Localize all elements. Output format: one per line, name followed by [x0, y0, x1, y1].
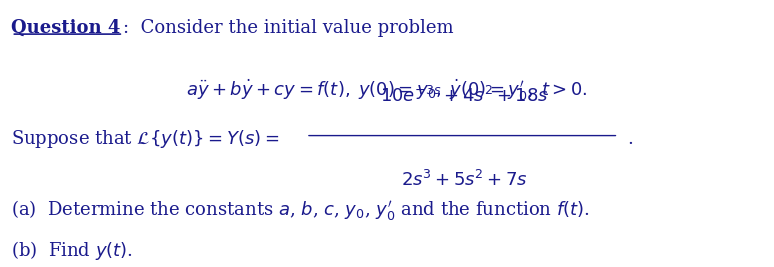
Text: :  Consider the initial value problem: : Consider the initial value problem — [123, 19, 454, 37]
Text: $a\ddot{y} + b\dot{y} + cy = f(t),\; y(0) = y_0,\; \dot{y}(0) = y_0^{\prime},\; : $a\ddot{y} + b\dot{y} + cy = f(t),\; y(0… — [187, 78, 587, 103]
Text: (b)  Find $y(t)$.: (b) Find $y(t)$. — [12, 239, 133, 262]
Text: (a)  Determine the constants $a$, $b$, $c$, $y_0$, $y_0^{\prime}$ and the functi: (a) Determine the constants $a$, $b$, $c… — [12, 198, 591, 222]
Text: $10e^{-3s} + 4s^2 + 18s$: $10e^{-3s} + 4s^2 + 18s$ — [380, 86, 549, 106]
Text: Suppose that $\mathcal{L}\{y(t)\} = Y(s) =$: Suppose that $\mathcal{L}\{y(t)\} = Y(s)… — [12, 128, 279, 150]
Text: .: . — [628, 130, 633, 148]
Text: $2s^3 + 5s^2 + 7s$: $2s^3 + 5s^2 + 7s$ — [401, 170, 528, 190]
Text: Question 4: Question 4 — [12, 19, 121, 37]
